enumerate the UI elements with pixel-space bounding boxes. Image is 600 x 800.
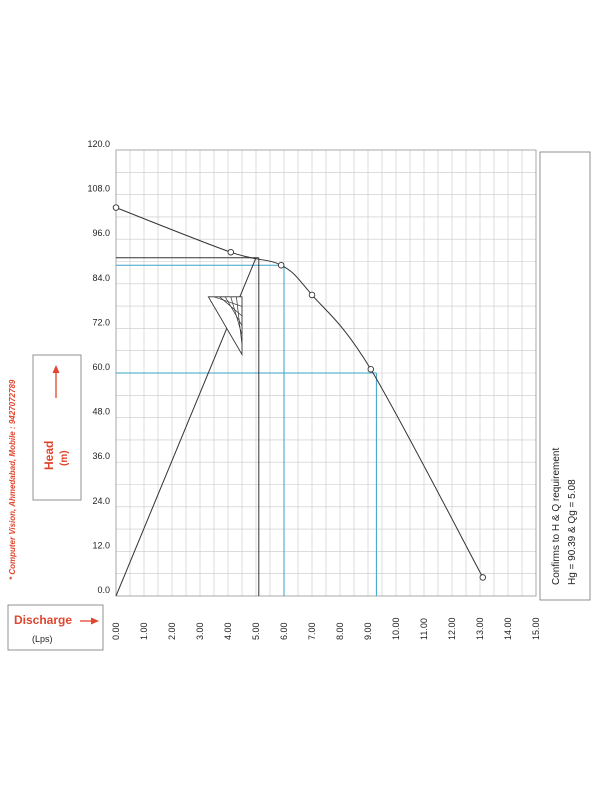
x-tick-label: 7.00 (307, 622, 317, 640)
x-tick-label-group: 1.00 (139, 622, 149, 640)
x-tick-label: 13.00 (475, 617, 485, 640)
y-tick-label: 120.0 (87, 139, 110, 149)
hatch-line (236, 296, 243, 345)
x-tick-label-group: 10.00 (391, 617, 401, 640)
data-point (308, 291, 316, 299)
data-points (112, 204, 487, 581)
x-axis-label-box (7, 604, 104, 651)
data-point (277, 261, 285, 269)
x-tick-label-group: 14.00 (503, 617, 513, 640)
x-tick-label: 4.00 (223, 622, 233, 640)
x-tick-label-group: 7.00 (307, 622, 317, 640)
x-tick-label: 11.00 (419, 618, 429, 640)
data-point (479, 574, 487, 581)
x-axis-unit: (Lps) (32, 634, 53, 644)
up-arrow-icon (52, 365, 60, 398)
x-tick-label-group: 9.00 (363, 622, 373, 640)
x-tick-label-group: 5.00 (251, 622, 261, 640)
annotation-box (539, 151, 591, 601)
reference-lines (116, 257, 377, 596)
x-tick-label-group: 3.00 (195, 622, 205, 640)
y-axis-unit: (m) (59, 450, 70, 466)
x-axis-label: Discharge (14, 613, 72, 627)
x-tick-labels: 0.00 1.00 2.00 3.00 4.00 5.00 6.00 7.00 8.00 9.00… (111, 617, 541, 640)
annotation-line-2: Hg = 90.39 & Qg = 5.08 (567, 479, 578, 585)
y-tick-label: 12.0 (92, 540, 110, 550)
x-tick-label-group: 6.00 (279, 622, 289, 640)
x-tick-label-group: 11.00 (419, 618, 429, 640)
x-tick-label: 14.00 (503, 617, 513, 640)
y-axis-label-box (32, 354, 82, 501)
annotation-line-1: Confirms to H & Q requirement (551, 448, 562, 585)
x-tick-label: 9.00 (363, 622, 373, 640)
data-point (227, 248, 235, 256)
x-tick-label: 6.00 (279, 622, 289, 640)
hatched-marker (207, 296, 243, 357)
y-axis-label: Head (42, 441, 56, 470)
x-tick-label: 12.00 (447, 617, 457, 640)
y-tick-label: 48.0 (92, 407, 110, 417)
x-tick-label-group: 4.00 (223, 622, 233, 640)
y-tick-label: 96.0 (92, 228, 110, 238)
y-tick-labels: 0.0 12.0 24.0 36.0 48.0 60.0 72.0 84.0 96.0 108.0… (87, 139, 110, 595)
x-tick-label-group: 8.00 (335, 622, 345, 640)
chart-curves (115, 207, 484, 597)
y-tick-label: 72.0 (92, 317, 110, 327)
x-tick-label: 5.00 (251, 622, 261, 640)
x-tick-label: 15.00 (531, 617, 541, 640)
x-tick-label: 8.00 (335, 622, 345, 640)
data-point (367, 366, 375, 373)
x-tick-label: 2.00 (167, 622, 177, 640)
x-tick-label-group: 15.00 (531, 617, 541, 640)
data-point (112, 204, 120, 211)
series-line-0 (115, 207, 484, 578)
y-tick-label: 24.0 (92, 496, 110, 506)
x-tick-label-group: 0.00 (111, 622, 121, 640)
y-tick-label: 60.0 (92, 362, 110, 372)
y-tick-label: 108.0 (87, 184, 110, 194)
x-tick-label-group: 12.00 (447, 617, 457, 640)
x-tick-label: 10.00 (391, 617, 401, 640)
x-tick-label-group: 13.00 (475, 617, 485, 640)
x-tick-label: 3.00 (195, 622, 205, 640)
right-arrow-icon (80, 617, 99, 625)
x-tick-label: 1.00 (139, 622, 149, 640)
x-tick-label: 0.00 (111, 622, 121, 640)
hatch-triangle (207, 296, 243, 357)
y-tick-label: 84.0 (92, 273, 110, 283)
y-tick-label: 0.0 (97, 585, 110, 595)
watermark-text: * Computer Vision, Ahmedabad, Mobile : 9… (8, 379, 17, 580)
y-tick-label: 36.0 (92, 451, 110, 461)
x-tick-label-group: 2.00 (167, 622, 177, 640)
